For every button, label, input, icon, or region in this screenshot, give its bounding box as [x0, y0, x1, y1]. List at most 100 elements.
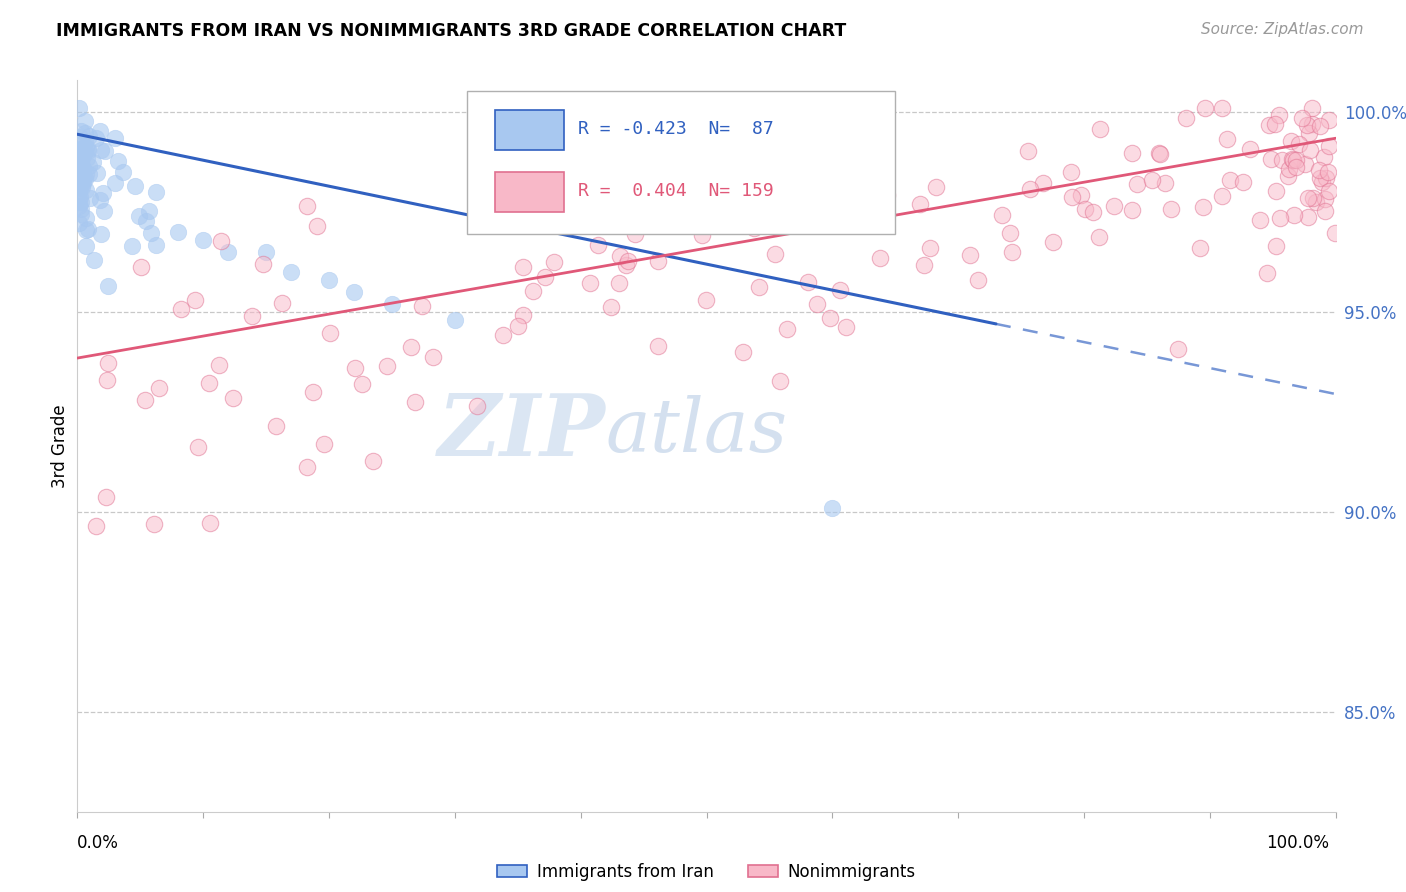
Point — [1104, 199, 1126, 213]
Point — [1313, 150, 1336, 164]
Point — [72, 176, 94, 190]
Point — [1059, 165, 1081, 179]
Y-axis label: 3rd Grade: 3rd Grade — [51, 404, 69, 488]
Point — [82, 155, 104, 169]
Point — [198, 376, 221, 390]
Point — [785, 163, 807, 178]
Point — [75, 167, 97, 181]
Point — [67, 199, 90, 213]
Point — [97, 356, 120, 370]
Point — [1301, 117, 1323, 131]
Point — [217, 245, 239, 260]
Point — [1232, 176, 1254, 190]
Point — [1285, 153, 1308, 167]
Point — [79, 191, 101, 205]
Point — [1296, 210, 1319, 224]
Point — [145, 237, 167, 252]
Point — [1315, 204, 1337, 219]
Point — [69, 194, 91, 209]
Point — [1284, 160, 1306, 174]
Point — [1140, 173, 1163, 187]
Point — [271, 296, 294, 310]
Point — [77, 159, 100, 173]
Point — [67, 101, 90, 115]
Point — [134, 392, 156, 407]
Point — [167, 225, 190, 239]
Text: ZIP: ZIP — [439, 390, 606, 473]
Point — [848, 105, 870, 120]
Point — [73, 145, 96, 160]
Text: atlas: atlas — [606, 395, 787, 467]
Point — [1174, 111, 1197, 125]
Point — [343, 285, 366, 299]
Point — [84, 519, 107, 533]
Point — [647, 339, 669, 353]
Point — [1147, 145, 1170, 160]
Point — [77, 128, 100, 143]
Point — [375, 359, 398, 374]
Point — [796, 275, 818, 289]
Point — [67, 216, 90, 230]
Point — [280, 265, 302, 279]
Point — [89, 193, 111, 207]
Point — [1296, 118, 1319, 132]
Point — [69, 178, 91, 192]
Point — [534, 270, 557, 285]
Point — [343, 361, 366, 376]
Point — [465, 399, 488, 413]
Point — [73, 142, 96, 156]
Point — [75, 223, 97, 237]
Point — [128, 209, 150, 223]
Point — [70, 180, 93, 194]
Point — [1032, 177, 1054, 191]
Point — [84, 131, 107, 145]
Point — [75, 183, 97, 197]
Point — [1216, 132, 1239, 146]
Point — [90, 143, 112, 157]
Point — [170, 301, 193, 316]
Point — [912, 258, 935, 272]
Point — [695, 293, 717, 308]
Point — [614, 258, 637, 272]
Point — [1277, 169, 1299, 183]
Point — [876, 188, 898, 202]
Point — [647, 254, 669, 268]
Point — [959, 248, 981, 262]
Point — [1291, 111, 1313, 125]
Point — [1265, 239, 1288, 253]
Point — [69, 124, 91, 138]
Point — [1310, 175, 1333, 189]
Point — [1087, 229, 1109, 244]
Point — [69, 157, 91, 171]
Point — [820, 311, 842, 326]
Point — [512, 308, 534, 322]
Point — [129, 260, 152, 275]
Point — [77, 142, 100, 156]
Point — [1282, 208, 1305, 222]
Point — [97, 278, 120, 293]
Point — [648, 101, 671, 115]
Point — [67, 185, 90, 199]
Point — [69, 202, 91, 217]
Bar — [495, 172, 564, 212]
Point — [72, 171, 94, 186]
Point — [991, 208, 1014, 222]
Point — [1192, 200, 1215, 214]
Point — [70, 157, 93, 171]
Point — [769, 374, 792, 388]
Point — [1000, 226, 1022, 240]
Point — [444, 313, 467, 327]
Point — [512, 260, 534, 275]
Point — [852, 125, 875, 139]
Point — [1317, 138, 1340, 153]
Point — [1268, 108, 1291, 122]
Point — [198, 516, 221, 530]
Point — [72, 168, 94, 182]
Point — [1070, 188, 1092, 202]
Point — [818, 187, 841, 202]
Point — [830, 283, 852, 297]
Point — [1298, 126, 1320, 140]
Point — [776, 322, 799, 336]
Point — [69, 206, 91, 220]
Point — [1268, 211, 1291, 226]
